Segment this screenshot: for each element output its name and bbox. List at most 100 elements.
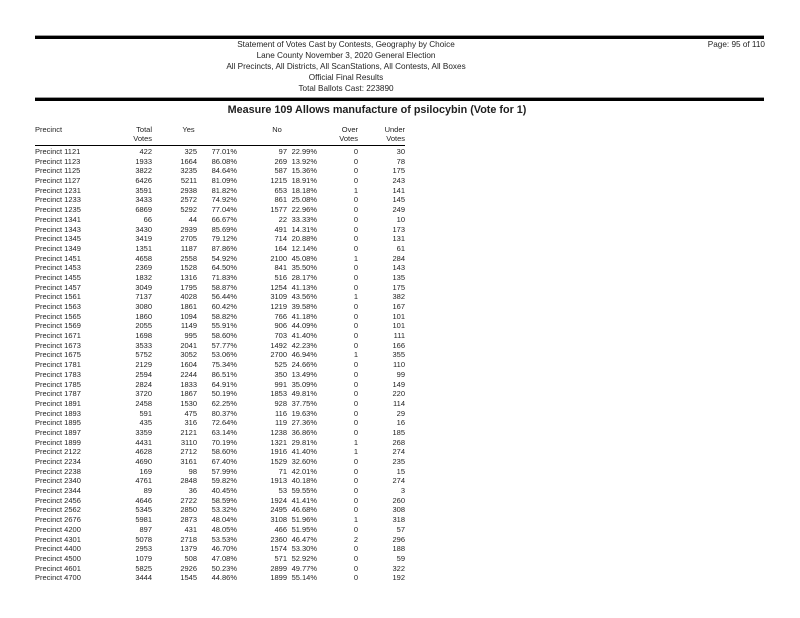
precinct-name: Precinct 1787 bbox=[35, 389, 81, 399]
under-votes: 3 bbox=[400, 486, 405, 496]
precinct-name: Precinct 1343 bbox=[35, 224, 81, 234]
total-votes: 2055 bbox=[135, 321, 152, 331]
over-votes: 0 bbox=[353, 408, 358, 418]
yes-votes: 2850 bbox=[180, 505, 197, 515]
total-votes: 5345 bbox=[135, 505, 152, 515]
under-votes: 57 bbox=[396, 524, 405, 534]
report-header-line-2: Lane County November 3, 2020 General Ele… bbox=[256, 51, 436, 60]
over-votes: 0 bbox=[353, 263, 358, 273]
under-votes: 260 bbox=[392, 495, 405, 505]
no-percent: 41.40% bbox=[291, 331, 317, 341]
table-row: Precinct 1123 1933 1664 86.08% 269 13.92% 0 78 bbox=[35, 157, 405, 167]
yes-votes: 1867 bbox=[180, 389, 197, 399]
under-votes: 274 bbox=[392, 476, 405, 486]
yes-votes: 3052 bbox=[180, 350, 197, 360]
report-header-line-1: Statement of Votes Cast by Contests, Geo… bbox=[237, 40, 455, 49]
total-votes: 1860 bbox=[135, 311, 152, 321]
total-votes: 169 bbox=[139, 466, 152, 476]
total-votes: 1079 bbox=[135, 553, 152, 563]
no-percent: 14.31% bbox=[291, 224, 317, 234]
no-percent: 18.91% bbox=[291, 176, 317, 186]
no-percent: 41.40% bbox=[291, 447, 317, 457]
no-votes: 841 bbox=[274, 263, 287, 273]
precinct-name: Precinct 4700 bbox=[35, 573, 81, 583]
table-row: Precinct 4700 3444 1545 44.86% 1899 55.14% 0 19… bbox=[35, 573, 405, 583]
over-votes: 1 bbox=[353, 350, 358, 360]
over-votes: 0 bbox=[353, 524, 358, 534]
no-votes: 861 bbox=[274, 195, 287, 205]
over-votes: 0 bbox=[353, 563, 358, 573]
over-votes: 0 bbox=[353, 553, 358, 563]
yes-percent: 40.45% bbox=[211, 486, 237, 496]
total-votes: 4646 bbox=[135, 495, 152, 505]
total-votes: 89 bbox=[143, 486, 152, 496]
no-percent: 41.41% bbox=[291, 495, 317, 505]
table-row: Precinct 2340 4761 2848 59.82% 1913 40.18% 0 27… bbox=[35, 476, 405, 486]
report-header-line-4: Official Final Results bbox=[308, 73, 384, 82]
over-votes: 0 bbox=[353, 205, 358, 215]
no-votes: 1238 bbox=[270, 427, 287, 437]
no-percent: 46.68% bbox=[291, 505, 317, 515]
table-row: Precinct 2456 4646 2722 58.59% 1924 41.41% 0 26… bbox=[35, 496, 405, 506]
table-row: Precinct 4301 5078 2718 53.53% 2360 46.47% 2 29… bbox=[35, 535, 405, 545]
under-votes: 243 bbox=[392, 176, 405, 186]
under-votes: 274 bbox=[392, 447, 405, 457]
no-votes: 1916 bbox=[270, 447, 287, 457]
over-votes: 0 bbox=[353, 505, 358, 515]
yes-percent: 58.60% bbox=[211, 447, 237, 457]
yes-votes: 2938 bbox=[180, 185, 197, 195]
precinct-name: Precinct 1675 bbox=[35, 350, 81, 360]
under-votes: 111 bbox=[393, 331, 405, 341]
table-row: Precinct 1455 1832 1316 71.83% 516 28.17% 0 135 bbox=[35, 273, 405, 283]
no-votes: 269 bbox=[274, 156, 287, 166]
no-votes: 1577 bbox=[270, 205, 287, 215]
yes-votes: 2718 bbox=[180, 534, 197, 544]
yes-percent: 47.08% bbox=[211, 553, 237, 563]
under-votes: 296 bbox=[392, 534, 405, 544]
precinct-name: Precinct 1673 bbox=[35, 340, 81, 350]
total-votes: 4658 bbox=[135, 253, 152, 263]
no-votes: 116 bbox=[275, 408, 287, 418]
over-votes: 0 bbox=[353, 272, 358, 282]
table-row: Precinct 1899 4431 3110 70.19% 1321 29.81% 1 26… bbox=[35, 438, 405, 448]
yes-votes: 4028 bbox=[180, 292, 197, 302]
precinct-name: Precinct 1235 bbox=[35, 205, 81, 215]
under-votes: 318 bbox=[392, 515, 405, 525]
precinct-name: Precinct 1785 bbox=[35, 379, 81, 389]
table-row: Precinct 1349 1351 1187 87.86% 164 12.14% 0 61 bbox=[35, 244, 405, 254]
no-percent: 42.01% bbox=[291, 466, 317, 476]
top-double-rule bbox=[35, 35, 764, 39]
no-percent: 55.14% bbox=[291, 573, 317, 583]
no-votes: 1853 bbox=[270, 389, 287, 399]
total-votes: 3080 bbox=[135, 302, 152, 311]
no-votes: 2700 bbox=[270, 350, 287, 360]
yes-percent: 46.70% bbox=[211, 544, 237, 554]
yes-votes: 1094 bbox=[180, 311, 197, 321]
yes-votes: 508 bbox=[184, 553, 197, 563]
table-row: Precinct 2676 5981 2873 48.04% 3108 51.96% 1 31… bbox=[35, 515, 405, 525]
yes-votes: 1833 bbox=[180, 379, 197, 389]
table-row: Precinct 1341 66 44 66.67% 22 33.33% 0 10 bbox=[35, 215, 405, 225]
yes-votes: 2712 bbox=[180, 447, 197, 457]
precinct-name: Precinct 2456 bbox=[35, 495, 81, 505]
table-row: Precinct 1893 591 475 80.37% 116 19.63% 0 29 bbox=[35, 409, 405, 419]
table-row: Precinct 1673 3533 2041 57.77% 1492 42.23% 0 16… bbox=[35, 341, 405, 351]
yes-percent: 63.14% bbox=[211, 427, 237, 437]
precinct-name: Precinct 4400 bbox=[35, 544, 81, 554]
no-percent: 45.08% bbox=[291, 253, 317, 263]
yes-percent: 54.92% bbox=[211, 253, 237, 263]
precinct-name: Precinct 1783 bbox=[35, 369, 81, 379]
yes-percent: 64.91% bbox=[211, 379, 237, 389]
under-votes: 101 bbox=[392, 311, 405, 321]
precinct-name: Precinct 1565 bbox=[35, 311, 81, 321]
no-percent: 39.58% bbox=[291, 302, 317, 311]
under-votes: 135 bbox=[392, 272, 405, 282]
total-votes: 3359 bbox=[135, 427, 152, 437]
precinct-name: Precinct 1451 bbox=[35, 253, 81, 263]
over-votes: 0 bbox=[353, 311, 358, 321]
yes-percent: 53.32% bbox=[211, 505, 237, 515]
no-votes: 164 bbox=[274, 243, 287, 253]
total-votes: 3533 bbox=[135, 340, 152, 350]
table-row: Precinct 1675 5752 3052 53.06% 2700 46.94% 1 35… bbox=[35, 350, 405, 360]
yes-percent: 55.91% bbox=[211, 321, 237, 331]
